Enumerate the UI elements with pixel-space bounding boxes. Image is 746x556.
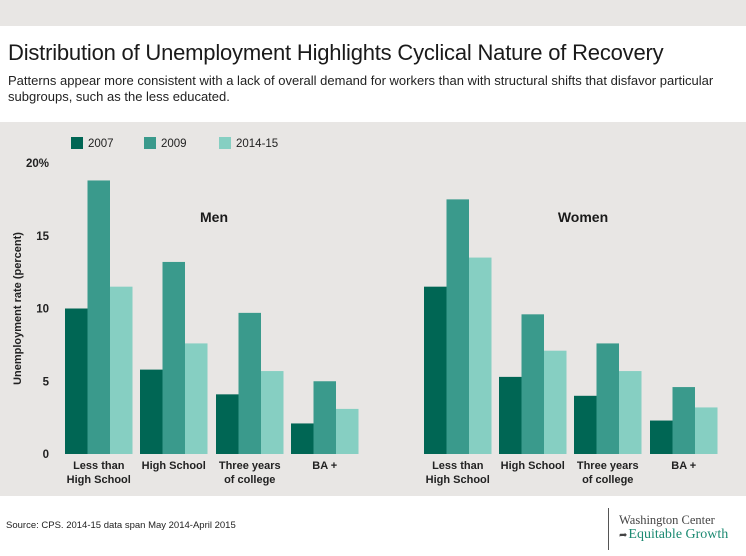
- category-label-men: High School: [67, 474, 131, 486]
- y-axis-label: Unemployment rate (percent): [12, 232, 24, 385]
- legend-swatch-2007: [71, 137, 83, 149]
- bar-men-2-2014-15: [261, 371, 284, 454]
- category-label-women: Less than: [432, 460, 484, 472]
- bar-women-0-2014-15: [469, 257, 492, 454]
- legend-swatch-2009: [144, 137, 156, 149]
- logo-text-top: Washington Center: [619, 513, 715, 527]
- bar-men-0-2007: [65, 308, 88, 454]
- top-banner: [0, 0, 746, 26]
- category-label-men: Less than: [73, 460, 125, 472]
- bar-women-3-2007: [650, 420, 673, 454]
- category-label-men: BA +: [312, 460, 337, 472]
- bar-women-3-2014-15: [695, 407, 718, 454]
- bar-men-0-2009: [87, 180, 110, 454]
- bar-women-3-2009: [672, 387, 695, 454]
- logo-divider: [608, 508, 609, 550]
- bar-men-2-2007: [216, 394, 239, 454]
- y-tick-label: 15: [36, 231, 49, 243]
- bar-men-3-2009: [313, 381, 336, 454]
- y-tick-label: 10: [36, 304, 49, 316]
- category-label-men: Three years: [219, 460, 281, 472]
- bar-women-2-2007: [574, 395, 597, 454]
- category-label-women: of college: [582, 474, 633, 486]
- bar-men-3-2007: [291, 423, 314, 454]
- y-tick-label: 20%: [26, 158, 49, 170]
- bar-women-0-2009: [446, 199, 469, 454]
- category-label-men: of college: [224, 474, 275, 486]
- y-tick-label: 0: [43, 449, 49, 461]
- legend-swatch-2014-15: [219, 137, 231, 149]
- logo-text-bottom: ➦Equitable Growth: [619, 527, 728, 543]
- bar-men-1-2007: [140, 369, 163, 454]
- bar-men-0-2014-15: [110, 286, 133, 454]
- bar-women-1-2014-15: [544, 350, 567, 454]
- bar-women-2-2009: [596, 343, 619, 454]
- bar-men-2-2009: [238, 312, 261, 454]
- bar-men-1-2009: [162, 261, 185, 454]
- bar-chart: 2007 2009 2014-15 Unemployment rate (percen…: [12, 137, 718, 486]
- bar-men-1-2014-15: [185, 343, 208, 454]
- category-label-women: High School: [501, 460, 565, 472]
- bar-women-1-2007: [499, 376, 522, 454]
- logo-arrow-icon: ➦: [619, 530, 628, 541]
- legend-label-2014-15: 2014-15: [236, 138, 278, 150]
- bar-men-3-2014-15: [336, 408, 359, 454]
- chart-panel: 2007 2009 2014-15 Unemployment rate (percen…: [0, 122, 746, 496]
- category-label-women: High School: [426, 474, 490, 486]
- category-label-women: BA +: [671, 460, 696, 472]
- group-label-men: Men: [200, 209, 228, 225]
- y-tick-label: 5: [43, 376, 50, 388]
- category-label-men: High School: [142, 460, 206, 472]
- bar-women-1-2009: [521, 314, 544, 454]
- legend-label-2007: 2007: [88, 138, 114, 150]
- group-label-women: Women: [558, 209, 608, 225]
- category-label-women: Three years: [577, 460, 639, 472]
- chart-title: Distribution of Unemployment Highlights …: [8, 40, 664, 65]
- bar-women-2-2014-15: [619, 371, 642, 454]
- legend-label-2009: 2009: [161, 138, 187, 150]
- chart-subtitle: Patterns appear more consistent with a l…: [8, 73, 714, 104]
- source-note: Source: CPS. 2014-15 data span May 2014-…: [6, 520, 236, 531]
- logo-text-bottom-label: Equitable Growth: [628, 527, 729, 542]
- bar-women-0-2007: [424, 286, 447, 454]
